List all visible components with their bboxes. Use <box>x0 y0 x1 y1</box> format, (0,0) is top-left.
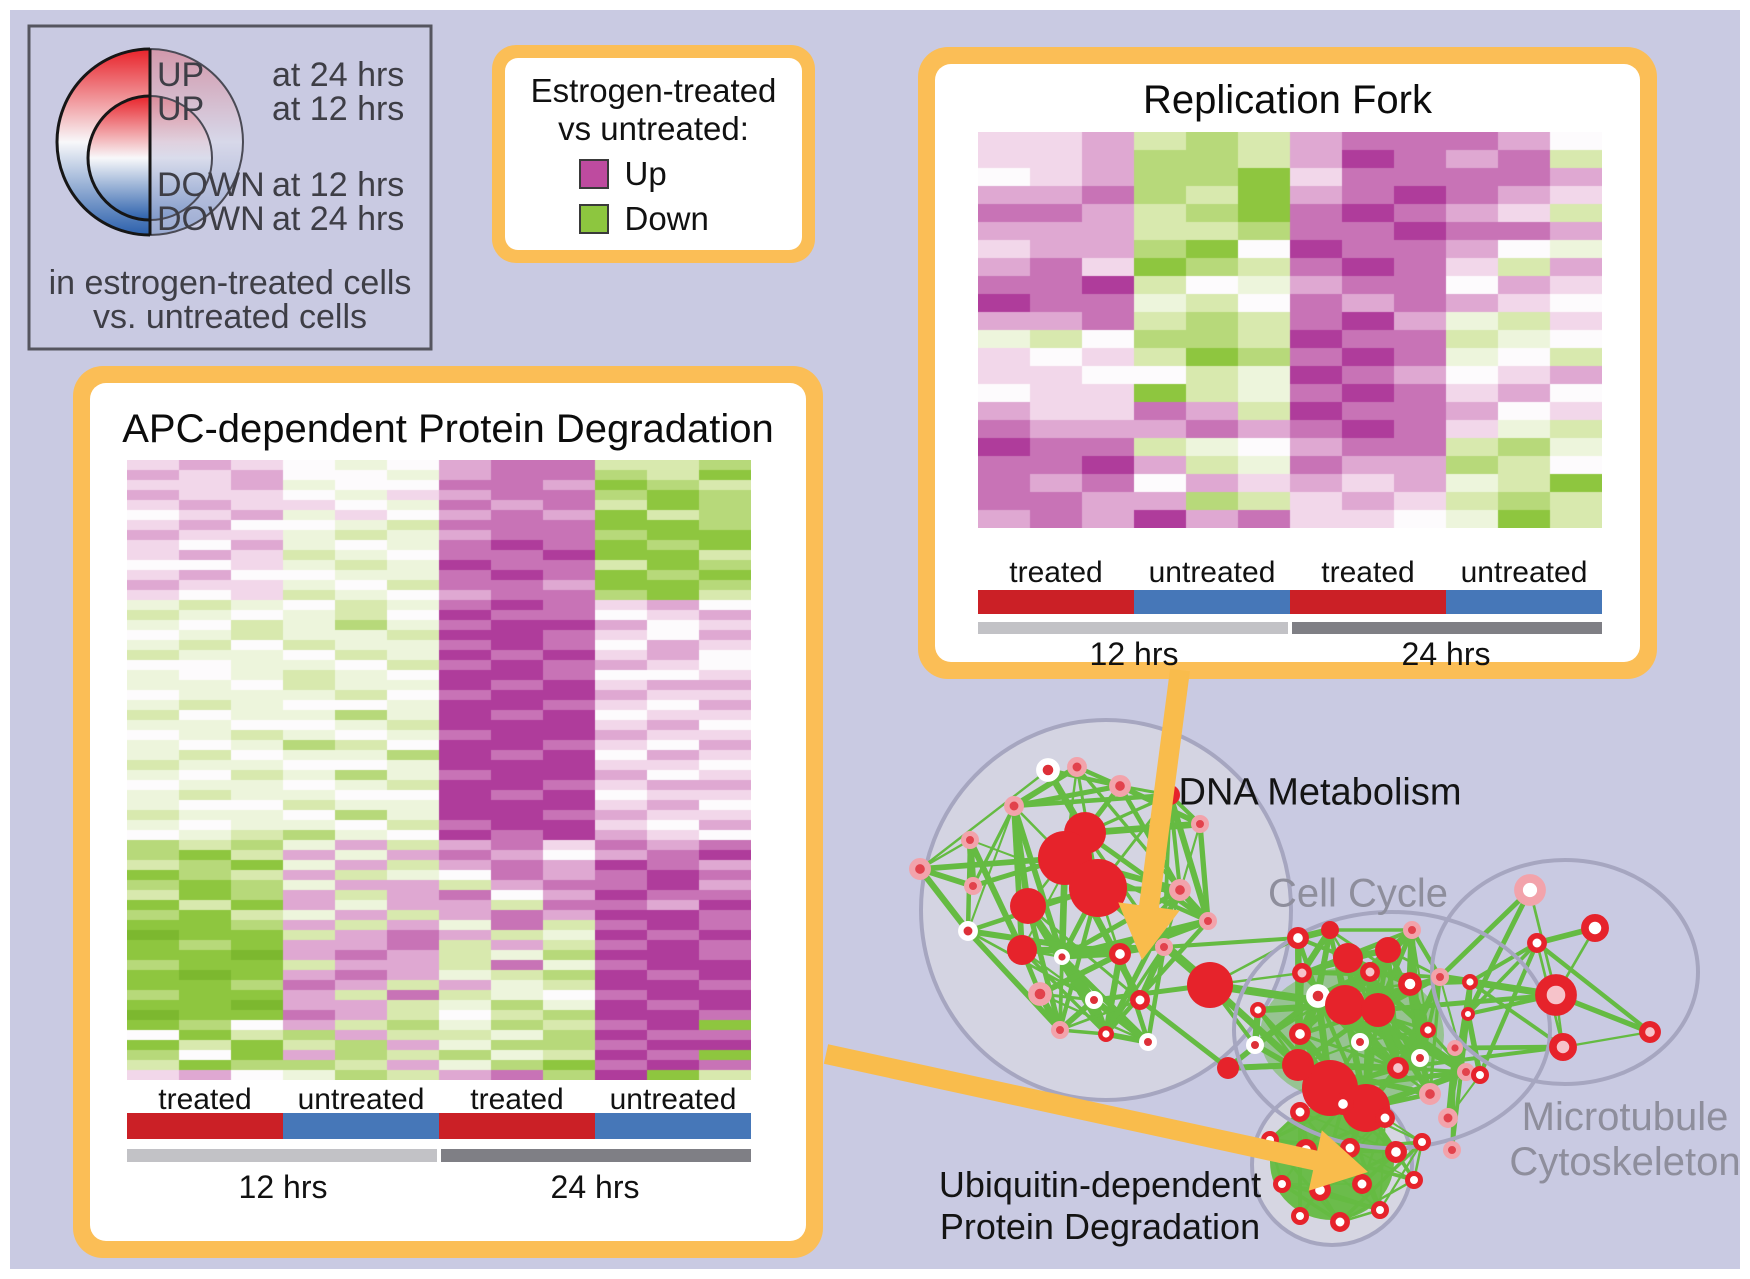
repfork-12hrs-label: 12 hrs <box>1089 636 1179 672</box>
ring-dir-down12: DOWN <box>157 166 265 204</box>
repfork-panel-inner: Replication Fork treated untreated treat… <box>935 64 1640 672</box>
microtubule-label-line2: Cytoskeleton <box>1509 1140 1741 1184</box>
dna-metabolism-label: DNA Metabolism <box>1178 771 1462 814</box>
repfork-timebar-24 <box>1292 622 1602 634</box>
up-swatch <box>578 159 609 189</box>
legend-item-up: Up <box>578 155 729 193</box>
microtubule-label-line1: Microtubule <box>1521 1095 1729 1139</box>
ring-time-down12: at 12 hrs <box>272 166 404 204</box>
repfork-bar-treated-12 <box>978 590 1134 614</box>
apc-time-bar <box>127 1149 751 1162</box>
apc-timebar-12 <box>127 1149 437 1162</box>
repfork-timebar-12 <box>978 622 1288 634</box>
repfork-title: Replication Fork <box>1142 78 1432 122</box>
apc-heatmap <box>127 460 751 1080</box>
color-legend-title-line1: Estrogen-treated <box>530 72 777 109</box>
repfork-24hrs-label: 24 hrs <box>1401 636 1491 672</box>
repfork-group-untreated-12: untreated <box>1148 556 1276 589</box>
repfork-panel: Replication Fork treated untreated treat… <box>918 47 1657 679</box>
repfork-group-untreated-24: untreated <box>1460 556 1588 589</box>
ring-outer-left-stroke <box>55 47 151 237</box>
legend-item-down: Down <box>578 200 729 238</box>
apc-bar-treated-24 <box>439 1113 595 1139</box>
color-legend-title-line2: vs untreated: <box>558 110 749 147</box>
apc-group-untreated-24: untreated <box>609 1083 737 1116</box>
apc-group-labels: treated untreated treated untreated <box>127 1083 751 1116</box>
ring-footer-line2: vs. untreated cells <box>93 298 367 336</box>
repfork-time-bar <box>978 622 1602 634</box>
apc-group-treated-12: treated <box>158 1083 252 1116</box>
ring-legend: UP at 24 hrs UP at 12 hrs DOWN at 12 hrs… <box>27 24 433 351</box>
down-swatch <box>578 204 609 234</box>
apc-12hrs-label: 12 hrs <box>238 1169 328 1205</box>
ubiquitin-label: Ubiquitin-dependent Protein Degradation <box>939 1164 1261 1248</box>
repfork-condition-bar <box>978 590 1602 614</box>
ring-footer-line1: in estrogen-treated cells <box>49 264 412 302</box>
ring-dir-up12: UP <box>157 90 204 128</box>
ubiquitin-label-line1: Ubiquitin-dependent <box>938 1164 1262 1205</box>
up-label: Up <box>624 155 667 192</box>
apc-panel-inner: APC-dependent Protein Degradation treate… <box>90 383 806 1241</box>
apc-time-labels: 12 hrs 24 hrs <box>127 1169 751 1205</box>
repfork-group-labels: treated untreated treated untreated <box>978 556 1602 589</box>
apc-24hrs-label: 24 hrs <box>550 1169 640 1205</box>
apc-title: APC-dependent Protein Degradation <box>122 407 774 451</box>
ring-inner-left-stroke <box>86 94 151 222</box>
down-label: Down <box>624 200 709 237</box>
ring-time-up24: at 24 hrs <box>272 56 404 94</box>
microtubule-cytoskeleton-label: Microtubule Cytoskeleton <box>1509 1095 1740 1185</box>
apc-bar-untreated-12 <box>283 1113 439 1139</box>
apc-condition-bar <box>127 1113 751 1139</box>
color-legend-panel: Estrogen-treated vs untreated: Up Down <box>492 45 815 263</box>
color-legend-inner: Estrogen-treated vs untreated: Up Down <box>505 58 802 250</box>
ring-inner-left-half <box>88 96 150 220</box>
ring-dir-up24: UP <box>157 56 204 94</box>
apc-group-treated-24: treated <box>470 1083 564 1116</box>
repfork-bar-untreated-24 <box>1446 590 1602 614</box>
repfork-group-treated-12: treated <box>1009 556 1103 589</box>
repfork-bar-untreated-12 <box>1134 590 1290 614</box>
apc-panel: APC-dependent Protein Degradation treate… <box>73 366 823 1258</box>
ring-dir-down24: DOWN <box>157 200 265 238</box>
repfork-bar-treated-24 <box>1290 590 1446 614</box>
ring-legend-border <box>27 24 433 351</box>
apc-bar-treated-12 <box>127 1113 283 1139</box>
apc-bar-untreated-24 <box>595 1113 751 1139</box>
repfork-heatmap <box>978 132 1602 528</box>
apc-group-untreated-12: untreated <box>297 1083 425 1116</box>
ring-time-up12: at 12 hrs <box>272 90 404 128</box>
apc-timebar-24 <box>441 1149 751 1162</box>
repfork-group-treated-24: treated <box>1321 556 1415 589</box>
ring-inner-right-half <box>150 96 212 220</box>
repfork-time-labels: 12 hrs 24 hrs <box>978 636 1602 672</box>
ubiquitin-label-line2: Protein Degradation <box>939 1206 1261 1247</box>
color-legend-title: Estrogen-treated vs untreated: <box>505 72 802 148</box>
cell-cycle-label: Cell Cycle <box>1267 871 1449 916</box>
ring-time-down24: at 24 hrs <box>272 200 404 238</box>
